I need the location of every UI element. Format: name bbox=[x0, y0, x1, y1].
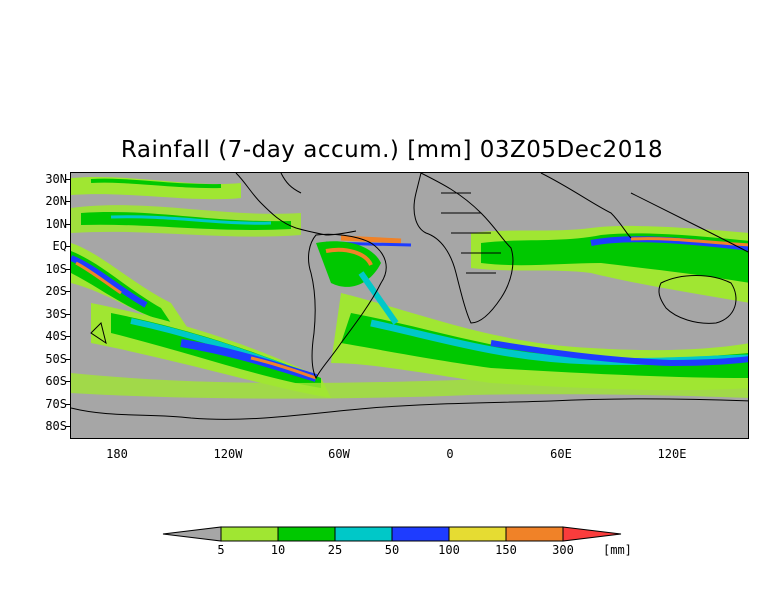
lat-label-80s: 80S bbox=[45, 419, 67, 433]
lat-label-30n: 30N bbox=[45, 172, 67, 186]
colorbar-unit: [mm] bbox=[603, 543, 632, 557]
lon-label-60w: 60W bbox=[328, 447, 350, 461]
colorbar-below-arrow bbox=[162, 526, 222, 542]
colorbar-label-25: 25 bbox=[327, 543, 343, 557]
colorbar-bin-25-50 bbox=[334, 526, 393, 542]
lon-label-60e: 60E bbox=[550, 447, 572, 461]
colorbar-label-50: 50 bbox=[384, 543, 400, 557]
lat-label-70s: 70S bbox=[45, 397, 67, 411]
lat-tick bbox=[66, 359, 70, 360]
lat-label-60s: 60S bbox=[45, 374, 67, 388]
map-canvas bbox=[71, 173, 748, 420]
lat-tick bbox=[66, 291, 70, 292]
colorbar-bin-150-300 bbox=[505, 526, 564, 542]
lon-label-180: 180 bbox=[106, 447, 128, 461]
lat-label-20n: 20N bbox=[45, 194, 67, 208]
colorbar-bin-100-150 bbox=[448, 526, 507, 542]
lat-tick bbox=[66, 336, 70, 337]
lat-tick bbox=[66, 269, 70, 270]
lon-label-120e: 120E bbox=[657, 447, 687, 461]
lat-tick bbox=[66, 201, 70, 202]
lat-tick bbox=[66, 381, 70, 382]
lat-label-10n: 10N bbox=[45, 217, 67, 231]
lat-label-40s: 40S bbox=[45, 329, 67, 343]
colorbar-label-10: 10 bbox=[270, 543, 286, 557]
coastlines bbox=[71, 173, 748, 420]
lat-label-30s: 30S bbox=[45, 307, 67, 321]
colorbar-label-5: 5 bbox=[217, 543, 225, 557]
lat-tick bbox=[66, 224, 70, 225]
colorbar-bin-10-25 bbox=[277, 526, 336, 542]
lat-tick bbox=[66, 314, 70, 315]
lat-tick bbox=[66, 179, 70, 180]
colorbar-bin-50-100 bbox=[391, 526, 450, 542]
colorbar-label-150: 150 bbox=[495, 543, 517, 557]
lat-tick bbox=[66, 246, 70, 247]
rainfall-field bbox=[71, 176, 748, 399]
map-title: Rainfall (7-day accum.) [mm] 03Z05Dec201… bbox=[120, 137, 664, 163]
colorbar-label-100: 100 bbox=[438, 543, 460, 557]
colorbar-bin-5-10 bbox=[220, 526, 279, 542]
lat-label-10s: 10S bbox=[45, 262, 67, 276]
colorbar-label-300: 300 bbox=[552, 543, 574, 557]
lat-label-20s: 20S bbox=[45, 284, 67, 298]
lat-tick bbox=[66, 404, 70, 405]
lat-label-50s: 50S bbox=[45, 352, 67, 366]
lat-label-eq: EQ bbox=[52, 239, 67, 253]
rainfall-map bbox=[70, 172, 749, 439]
colorbar-above-arrow bbox=[562, 526, 622, 542]
lon-label-120w: 120W bbox=[213, 447, 243, 461]
lon-label-0: 0 bbox=[446, 447, 454, 461]
lat-tick bbox=[66, 426, 70, 427]
